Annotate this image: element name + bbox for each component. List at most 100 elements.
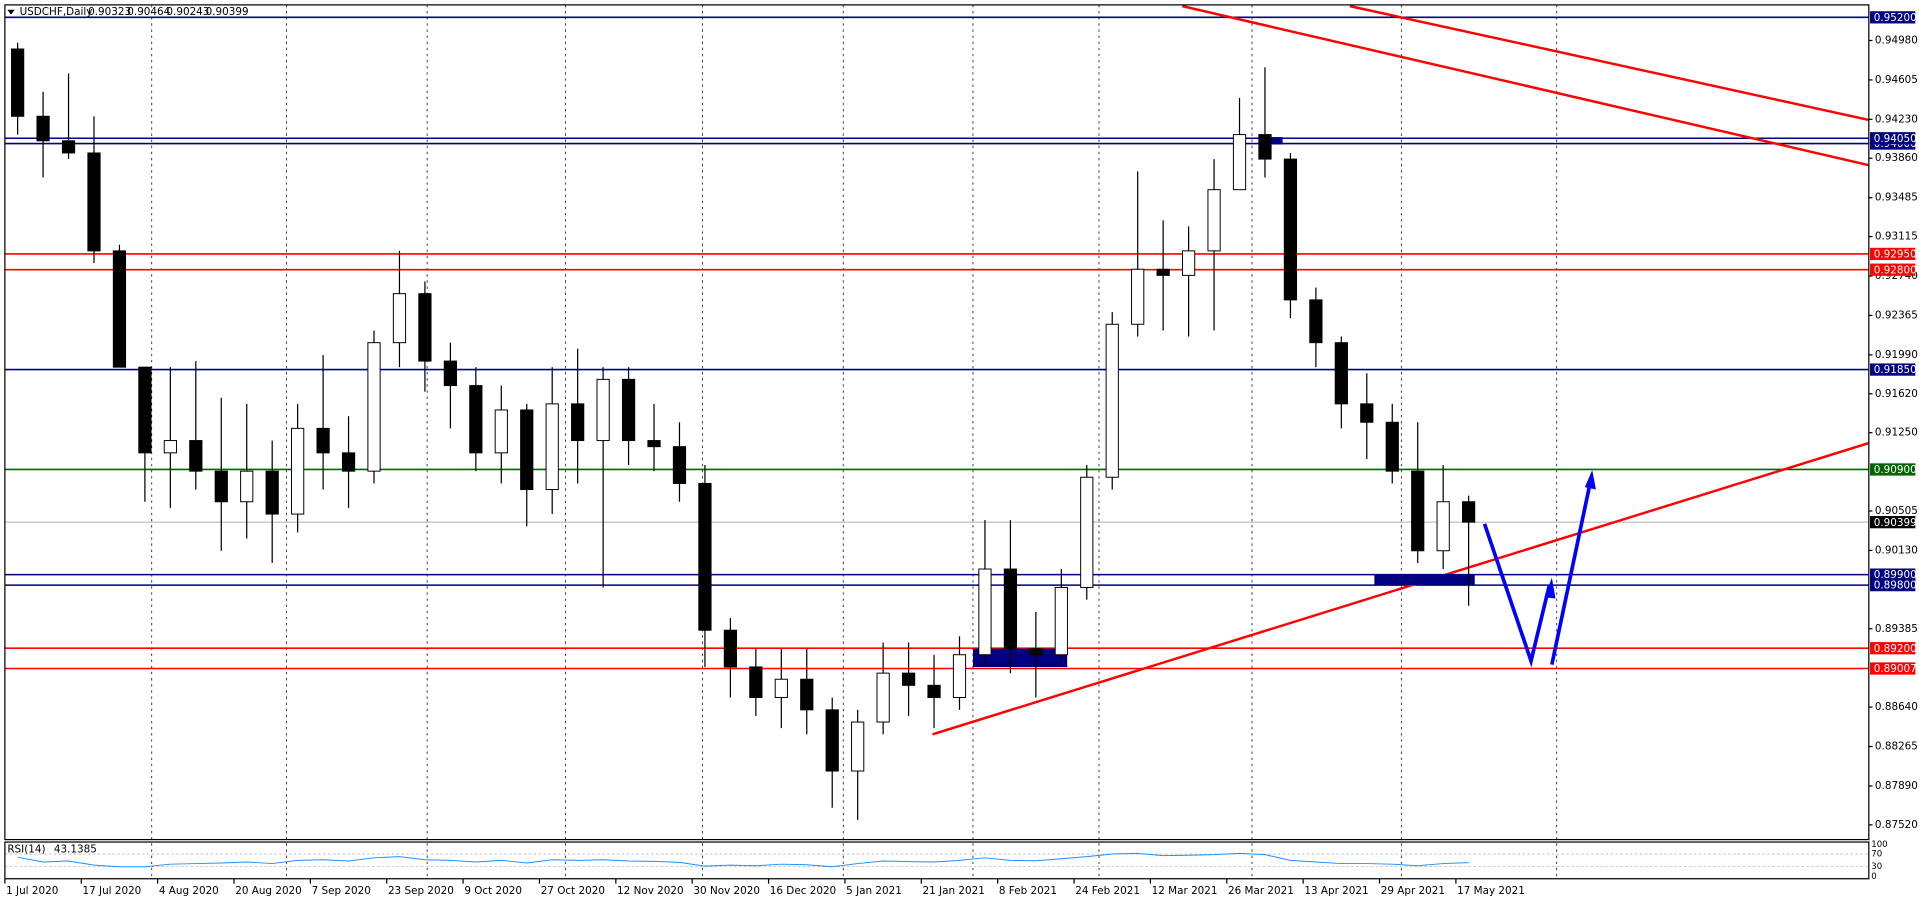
candle-body: [291, 427, 305, 515]
trend-line: [932, 441, 1870, 736]
price-tag-label: 0.94050: [1874, 133, 1917, 145]
candle-body: [1385, 421, 1399, 472]
candle-body: [1131, 268, 1145, 325]
y-tick-label: 0.91250: [1875, 427, 1918, 439]
candle-body: [1054, 586, 1068, 656]
x-tick-label: 8 Feb 2021: [999, 885, 1057, 897]
candle-body: [749, 666, 763, 699]
candle-body: [1105, 323, 1119, 478]
x-tick-label: 30 Nov 2020: [693, 885, 760, 897]
projection-arrow: [1482, 523, 1552, 668]
x-tick-label: 24 Feb 2021: [1075, 885, 1140, 897]
candle-body: [1334, 342, 1348, 405]
price-tag: [1870, 132, 1916, 145]
price-tag-label: 0.89007: [1874, 663, 1917, 675]
rsi-frame: [4, 841, 1870, 880]
y-tick-label: 0.90130: [1875, 544, 1918, 556]
menu-arrow: [7, 9, 15, 15]
x-tick-label: 23 Sep 2020: [388, 885, 454, 897]
zone: [1260, 137, 1283, 145]
x-tick-label: 17 May 2021: [1457, 885, 1525, 897]
y-tick-label: 0.93485: [1875, 192, 1918, 204]
candle-body: [1181, 250, 1196, 276]
chart-title: USDCHF,Daily: [20, 6, 93, 18]
x-tick-label: 13 Apr 2021: [1304, 885, 1368, 897]
candle-body: [1462, 501, 1476, 523]
candle-body: [36, 115, 50, 142]
candle-body: [723, 629, 738, 668]
candle-body: [1080, 476, 1094, 588]
price-tag: [1870, 463, 1916, 476]
header-value: 0.90323: [88, 6, 131, 18]
grid: [4, 4, 1869, 879]
y-tick-label: 0.93860: [1875, 152, 1918, 164]
price-tag: [1870, 662, 1916, 675]
candle-body: [61, 140, 76, 154]
y-tick-label: 0.88640: [1875, 701, 1918, 713]
candle-body: [1411, 470, 1425, 552]
price-tag-label: 0.92950: [1874, 249, 1917, 261]
x-tick-label: 26 Mar 2021: [1228, 885, 1294, 897]
candle-body: [316, 427, 330, 454]
price-tag: [1870, 568, 1916, 581]
candle-body: [520, 409, 534, 491]
candle-body: [876, 672, 890, 723]
trend-line: [1349, 4, 1870, 122]
rsi-tick-label: 0: [1871, 872, 1876, 882]
candle-body: [87, 152, 101, 252]
price-tag: [1870, 642, 1916, 655]
candle-body: [1309, 299, 1323, 344]
candle-body: [265, 470, 279, 515]
candle-body: [1003, 568, 1018, 650]
candle-body: [672, 446, 687, 484]
candle-body: [621, 378, 636, 442]
x-tick-label: 21 Jan 2021: [923, 885, 985, 897]
price-tag: [1870, 263, 1916, 276]
candle-body: [214, 470, 228, 503]
candle-body: [138, 366, 152, 454]
candle-body: [11, 48, 25, 117]
price-tag: [1870, 247, 1916, 261]
candle-body: [1283, 158, 1298, 301]
y-tick-label: 0.89385: [1875, 623, 1918, 635]
x-tick-label: 20 Aug 2020: [235, 885, 302, 897]
x-tick-label: 17 Jul 2020: [82, 885, 141, 897]
price-tag-label: 0.91850: [1874, 364, 1917, 376]
candle-body: [825, 709, 839, 772]
candle-body: [1436, 501, 1450, 552]
price-tag-label: 0.89800: [1874, 580, 1917, 592]
rsi-name: RSI(14): [7, 843, 45, 855]
trend-line: [1181, 4, 1870, 167]
price-tag: [1870, 516, 1916, 529]
candle-body: [952, 654, 967, 699]
candle-body: [1360, 403, 1374, 423]
rsi-tick-label: 30: [1871, 862, 1882, 872]
price-tag-label: 0.90399: [1874, 517, 1917, 529]
candle-body: [1156, 268, 1170, 276]
y-tick-label: 0.94605: [1875, 74, 1918, 86]
plot-frame: [4, 4, 1870, 841]
y-tick-label: 0.87520: [1875, 819, 1918, 831]
x-tick-label: 12 Mar 2021: [1152, 885, 1218, 897]
candle-body: [851, 721, 865, 772]
projection-arrow: [1550, 484, 1592, 665]
x-tick-label: 5 Jan 2021: [846, 885, 902, 897]
price-tag: [1870, 11, 1916, 24]
candle-body: [647, 440, 661, 448]
candle-body: [163, 440, 177, 454]
y-tick-label: 0.92365: [1875, 309, 1918, 321]
x-tick-label: 27 Oct 2020: [541, 885, 605, 897]
candle-body: [112, 250, 127, 368]
y-tick-label: 0.94980: [1875, 34, 1918, 46]
rsi-value: 43.1385: [54, 843, 97, 855]
candle-body: [240, 470, 254, 503]
price-tag: [1870, 579, 1916, 592]
candle-body: [1207, 189, 1221, 252]
price-tag-label: 0.90900: [1874, 464, 1917, 476]
y-tick-label: 0.90505: [1875, 505, 1918, 517]
x-tick-label: 12 Nov 2020: [617, 885, 684, 897]
price-tag-label: 0.92800: [1874, 264, 1917, 276]
drawings: [932, 4, 1870, 736]
